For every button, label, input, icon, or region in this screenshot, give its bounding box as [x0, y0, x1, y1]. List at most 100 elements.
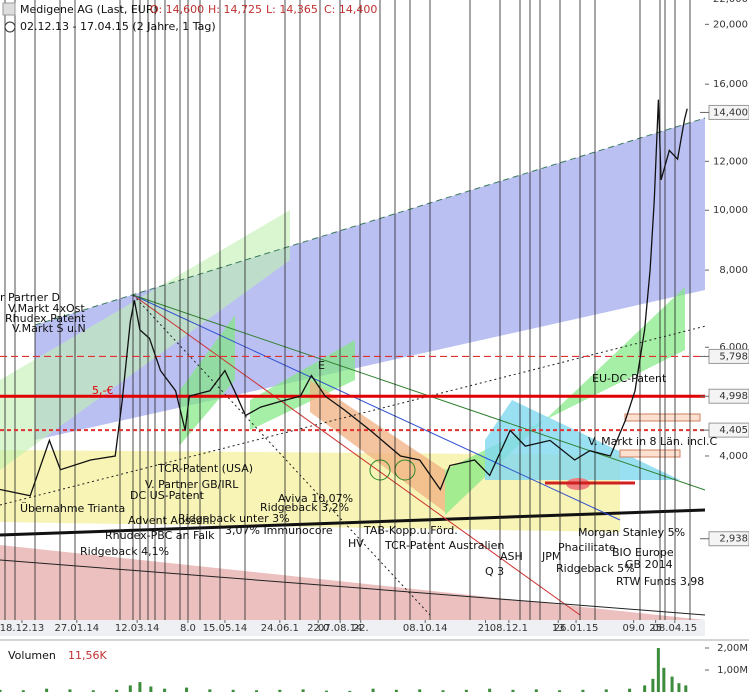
green-zone — [0, 210, 290, 470]
volume-bar — [394, 689, 398, 692]
annotation: E — [318, 359, 325, 372]
annotation: Aviva 10,07% — [278, 492, 353, 505]
annotation: Ridgeback 5% — [556, 562, 635, 575]
volume-bar — [208, 689, 212, 692]
annotation: ASH — [500, 550, 523, 563]
volume-tick-label: 1,00M — [717, 665, 748, 676]
trend-line — [132, 294, 581, 616]
x-tick-label: 21. — [478, 623, 494, 634]
annotation: Ridgeback 3,2% — [260, 501, 349, 514]
annotation: Übernahme Trianta — [20, 502, 125, 515]
blue-channel — [35, 118, 705, 440]
volume-bar — [0, 689, 2, 692]
annotation: Rhudex-PBC an Falk — [105, 529, 215, 542]
annotation: TCR-Patent Australien — [384, 539, 504, 552]
x-tick-label: 26.01.15 — [554, 623, 599, 634]
x-axis-band — [0, 620, 705, 636]
y-tick-label: 6,000 — [719, 342, 748, 353]
event-lines — [4, 0, 691, 620]
clock-icon — [4, 21, 16, 33]
volume-bar — [254, 690, 258, 692]
zone — [624, 413, 701, 422]
volume-bar — [68, 689, 72, 692]
quote: H: 14,725 — [208, 3, 262, 16]
volume-bar — [651, 678, 655, 692]
y-tick-label: 10,000 — [713, 205, 748, 216]
annotation: EU-DC-Patent — [592, 372, 667, 385]
x-tick-label: 24.06.1 — [261, 623, 299, 634]
range: 02.12.13 - 17.04.15 (2 Jahre, 1 Tag) — [20, 20, 216, 33]
quote: O: 14,600 — [150, 3, 204, 16]
y-tick-label: 22,000 — [713, 0, 748, 5]
x-tick-label: 25 — [649, 623, 662, 634]
x-tick-label: 22. — [353, 623, 369, 634]
volume-label: Volumen — [8, 649, 56, 662]
annotation: Morgan Stanley 5% — [578, 526, 685, 539]
annotation: Q 3 — [485, 565, 504, 578]
volume-bar — [45, 688, 49, 692]
volume-bar — [558, 690, 562, 692]
zone — [619, 449, 681, 458]
quote: C: 14,400 — [324, 3, 377, 16]
trend-line — [34, 117, 706, 326]
annotation: JPM — [541, 550, 561, 563]
x-tick-label: 18.12.13 — [0, 623, 44, 634]
cyan-triangle — [485, 400, 680, 480]
x-tick-label: 8.0 — [180, 623, 196, 634]
volume-bar — [278, 689, 282, 692]
volume-bar — [643, 685, 647, 692]
x-tick-label: 08.10.14 — [403, 623, 448, 634]
annotation: TCR-Patent (USA) — [157, 462, 253, 475]
annotation: V. Partner GB/IRL — [145, 478, 239, 491]
annotation: 3,07% Immunocore — [225, 524, 333, 537]
x-tick-label: 09.0 — [623, 623, 645, 634]
volume-bar — [511, 689, 515, 692]
chart-title: Medigene AG (Last, EUR) — [20, 3, 158, 16]
volume-bar — [115, 689, 119, 692]
trend-line — [132, 294, 621, 521]
x-tick-label: 22.0 — [307, 623, 329, 634]
level-label: 5,798 — [719, 351, 748, 362]
annotation: BIO Europe — [612, 546, 674, 559]
volume-bar — [138, 682, 142, 692]
volume-bar — [324, 690, 328, 692]
annotation: Advent Ausschl. — [128, 514, 216, 527]
x-tick-label: 15.05.14 — [203, 623, 248, 634]
x-tick-label: 08.12.1 — [490, 623, 528, 634]
trend-line — [132, 294, 706, 491]
annotation: GB 2014 — [625, 558, 673, 571]
volume-bar — [348, 690, 352, 692]
volume-bar — [604, 689, 608, 692]
quote: L: 14,365 — [266, 3, 318, 16]
volume-bar — [464, 689, 468, 692]
volume-bar — [441, 690, 445, 692]
volume-bar — [128, 685, 132, 692]
trend-line — [0, 559, 706, 616]
volume-bar — [581, 689, 585, 692]
volume-bar — [21, 690, 25, 692]
level-label: 2,938 — [719, 534, 748, 545]
trend-line — [0, 314, 749, 506]
volume-bar — [628, 688, 632, 692]
x-tick-label: 07.08.14 — [318, 623, 363, 634]
x-tick-label: 12.03.14 — [115, 623, 160, 634]
volume-bar — [677, 683, 681, 692]
level-label: 4,998 — [719, 391, 748, 402]
annotation: Ridgeback unter 3% — [178, 512, 290, 525]
volume-tick-label: 2,00M — [717, 643, 748, 654]
volume-bar — [534, 689, 538, 692]
orange-channel — [310, 380, 445, 512]
icon[interactable] — [2, 2, 16, 16]
y-tick-label: 4,000 — [719, 451, 748, 462]
annotation: V. Markt in 8 Län. incl.C — [588, 435, 718, 448]
annotation: Ridgeback 4,1% — [80, 545, 169, 558]
x-tick-label: 13 — [552, 623, 565, 634]
volume-bar — [301, 689, 305, 692]
volume-bar — [656, 648, 660, 692]
volume-bar — [371, 688, 375, 692]
annotation: r Partner D — [0, 291, 60, 304]
support-line — [0, 508, 706, 537]
volume-bar — [662, 667, 666, 692]
